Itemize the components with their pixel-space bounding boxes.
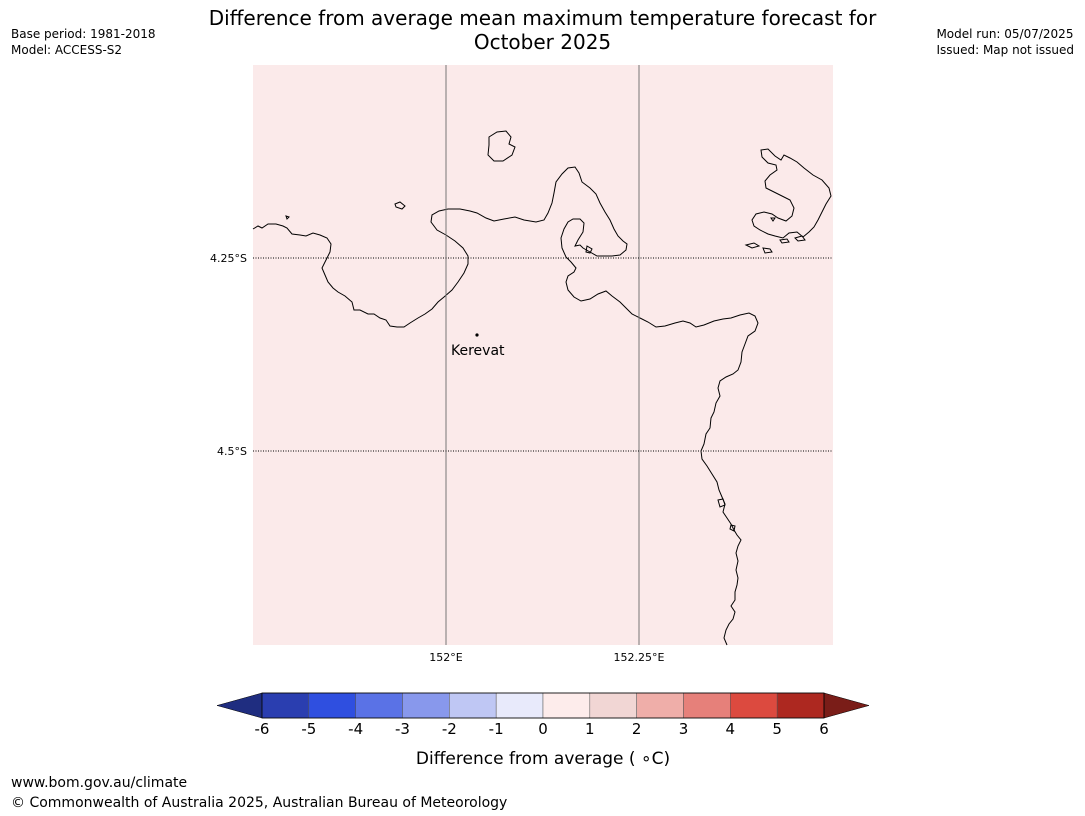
map-title: Difference from average mean maximum tem… — [0, 6, 1085, 54]
islet-ne-2 — [762, 247, 773, 254]
colorbar-tick-label: -4 — [348, 720, 363, 738]
colorbar-bin — [402, 692, 450, 719]
colorbar-tick-label: 6 — [819, 720, 829, 738]
graticule — [253, 65, 833, 645]
colorbar-tick-label: 4 — [726, 720, 736, 738]
colorbar-bin — [495, 692, 544, 719]
colorbar-tick-label: 0 — [538, 720, 548, 738]
title-line-2: October 2025 — [473, 30, 612, 54]
colorbar-tick-label: -6 — [255, 720, 270, 738]
colorbar-bin — [542, 692, 591, 719]
colorbar-tick-label: -5 — [301, 720, 316, 738]
colorbar-tick-label: -2 — [442, 720, 457, 738]
title-line-1: Difference from average mean maximum tem… — [208, 6, 877, 30]
colorbar-bin — [776, 692, 825, 719]
islet-inlet — [585, 245, 593, 254]
colorbar-tick-label: -1 — [489, 720, 504, 738]
island-northeast — [751, 148, 832, 239]
meta-right: Model run: 05/07/2025 Issued: Map not is… — [936, 26, 1074, 58]
colorbar-bin — [449, 692, 497, 719]
island-north — [487, 130, 516, 162]
colorbar-bin — [308, 692, 356, 719]
lat-label-4-5: 4.5°S — [217, 445, 247, 458]
model-text: Model: ACCESS-S2 — [11, 43, 123, 57]
colorbar-bin — [683, 692, 731, 719]
lon-label-152-25: 152.25°E — [614, 651, 665, 664]
colorbar-tick-label: 3 — [679, 720, 689, 738]
colorbar-tick-label: -3 — [395, 720, 410, 738]
colorbar-label: Difference from average ( ∘C) — [416, 749, 670, 769]
coastline — [252, 130, 832, 646]
colorbar-extend-low — [216, 692, 263, 719]
lat-label-4-25: 4.25°S — [210, 252, 247, 265]
islet-west — [285, 215, 290, 220]
islet-east-2 — [729, 524, 736, 532]
footer-url[interactable]: www.bom.gov.au/climate — [11, 775, 188, 791]
map-area — [253, 65, 833, 645]
meta-left: Base period: 1981-2018 Model: ACCESS-S2 — [11, 26, 156, 58]
footer-copyright: © Commonwealth of Australia 2025, Austra… — [11, 795, 508, 811]
colorbar-ticks: -6 -5 -4 -3 -2 -1 0 1 2 3 4 5 6 — [255, 720, 829, 738]
model-run-text: Model run: 05/07/2025 — [936, 27, 1074, 41]
base-period-text: Base period: 1981-2018 — [11, 27, 156, 41]
colorbar-outline — [261, 692, 825, 719]
colorbar-bin — [730, 692, 778, 719]
islet-east-1 — [717, 498, 726, 508]
colorbar-tick-label: 5 — [772, 720, 782, 738]
kerevat-label: Kerevat — [451, 343, 505, 359]
lon-label-152: 152°E — [429, 651, 462, 664]
colorbar-bin — [261, 692, 310, 719]
coastline-west — [252, 166, 759, 646]
colorbar-tick-label: 2 — [632, 720, 642, 738]
colorbar-extend-high — [823, 692, 870, 719]
kerevat-marker — [475, 333, 479, 337]
islet-ne-3 — [779, 238, 790, 244]
islet-ne-1 — [744, 242, 761, 249]
colorbar — [216, 692, 870, 719]
colorbar-bin — [589, 692, 637, 719]
islet-ne-5 — [770, 217, 776, 222]
island-small-west — [394, 201, 406, 210]
islet-ne-4 — [794, 235, 806, 242]
colorbar-bin — [355, 692, 403, 719]
colorbar-bin — [636, 692, 684, 719]
issued-text: Issued: Map not issued — [936, 43, 1074, 57]
colorbar-tick-label: 1 — [585, 720, 595, 738]
